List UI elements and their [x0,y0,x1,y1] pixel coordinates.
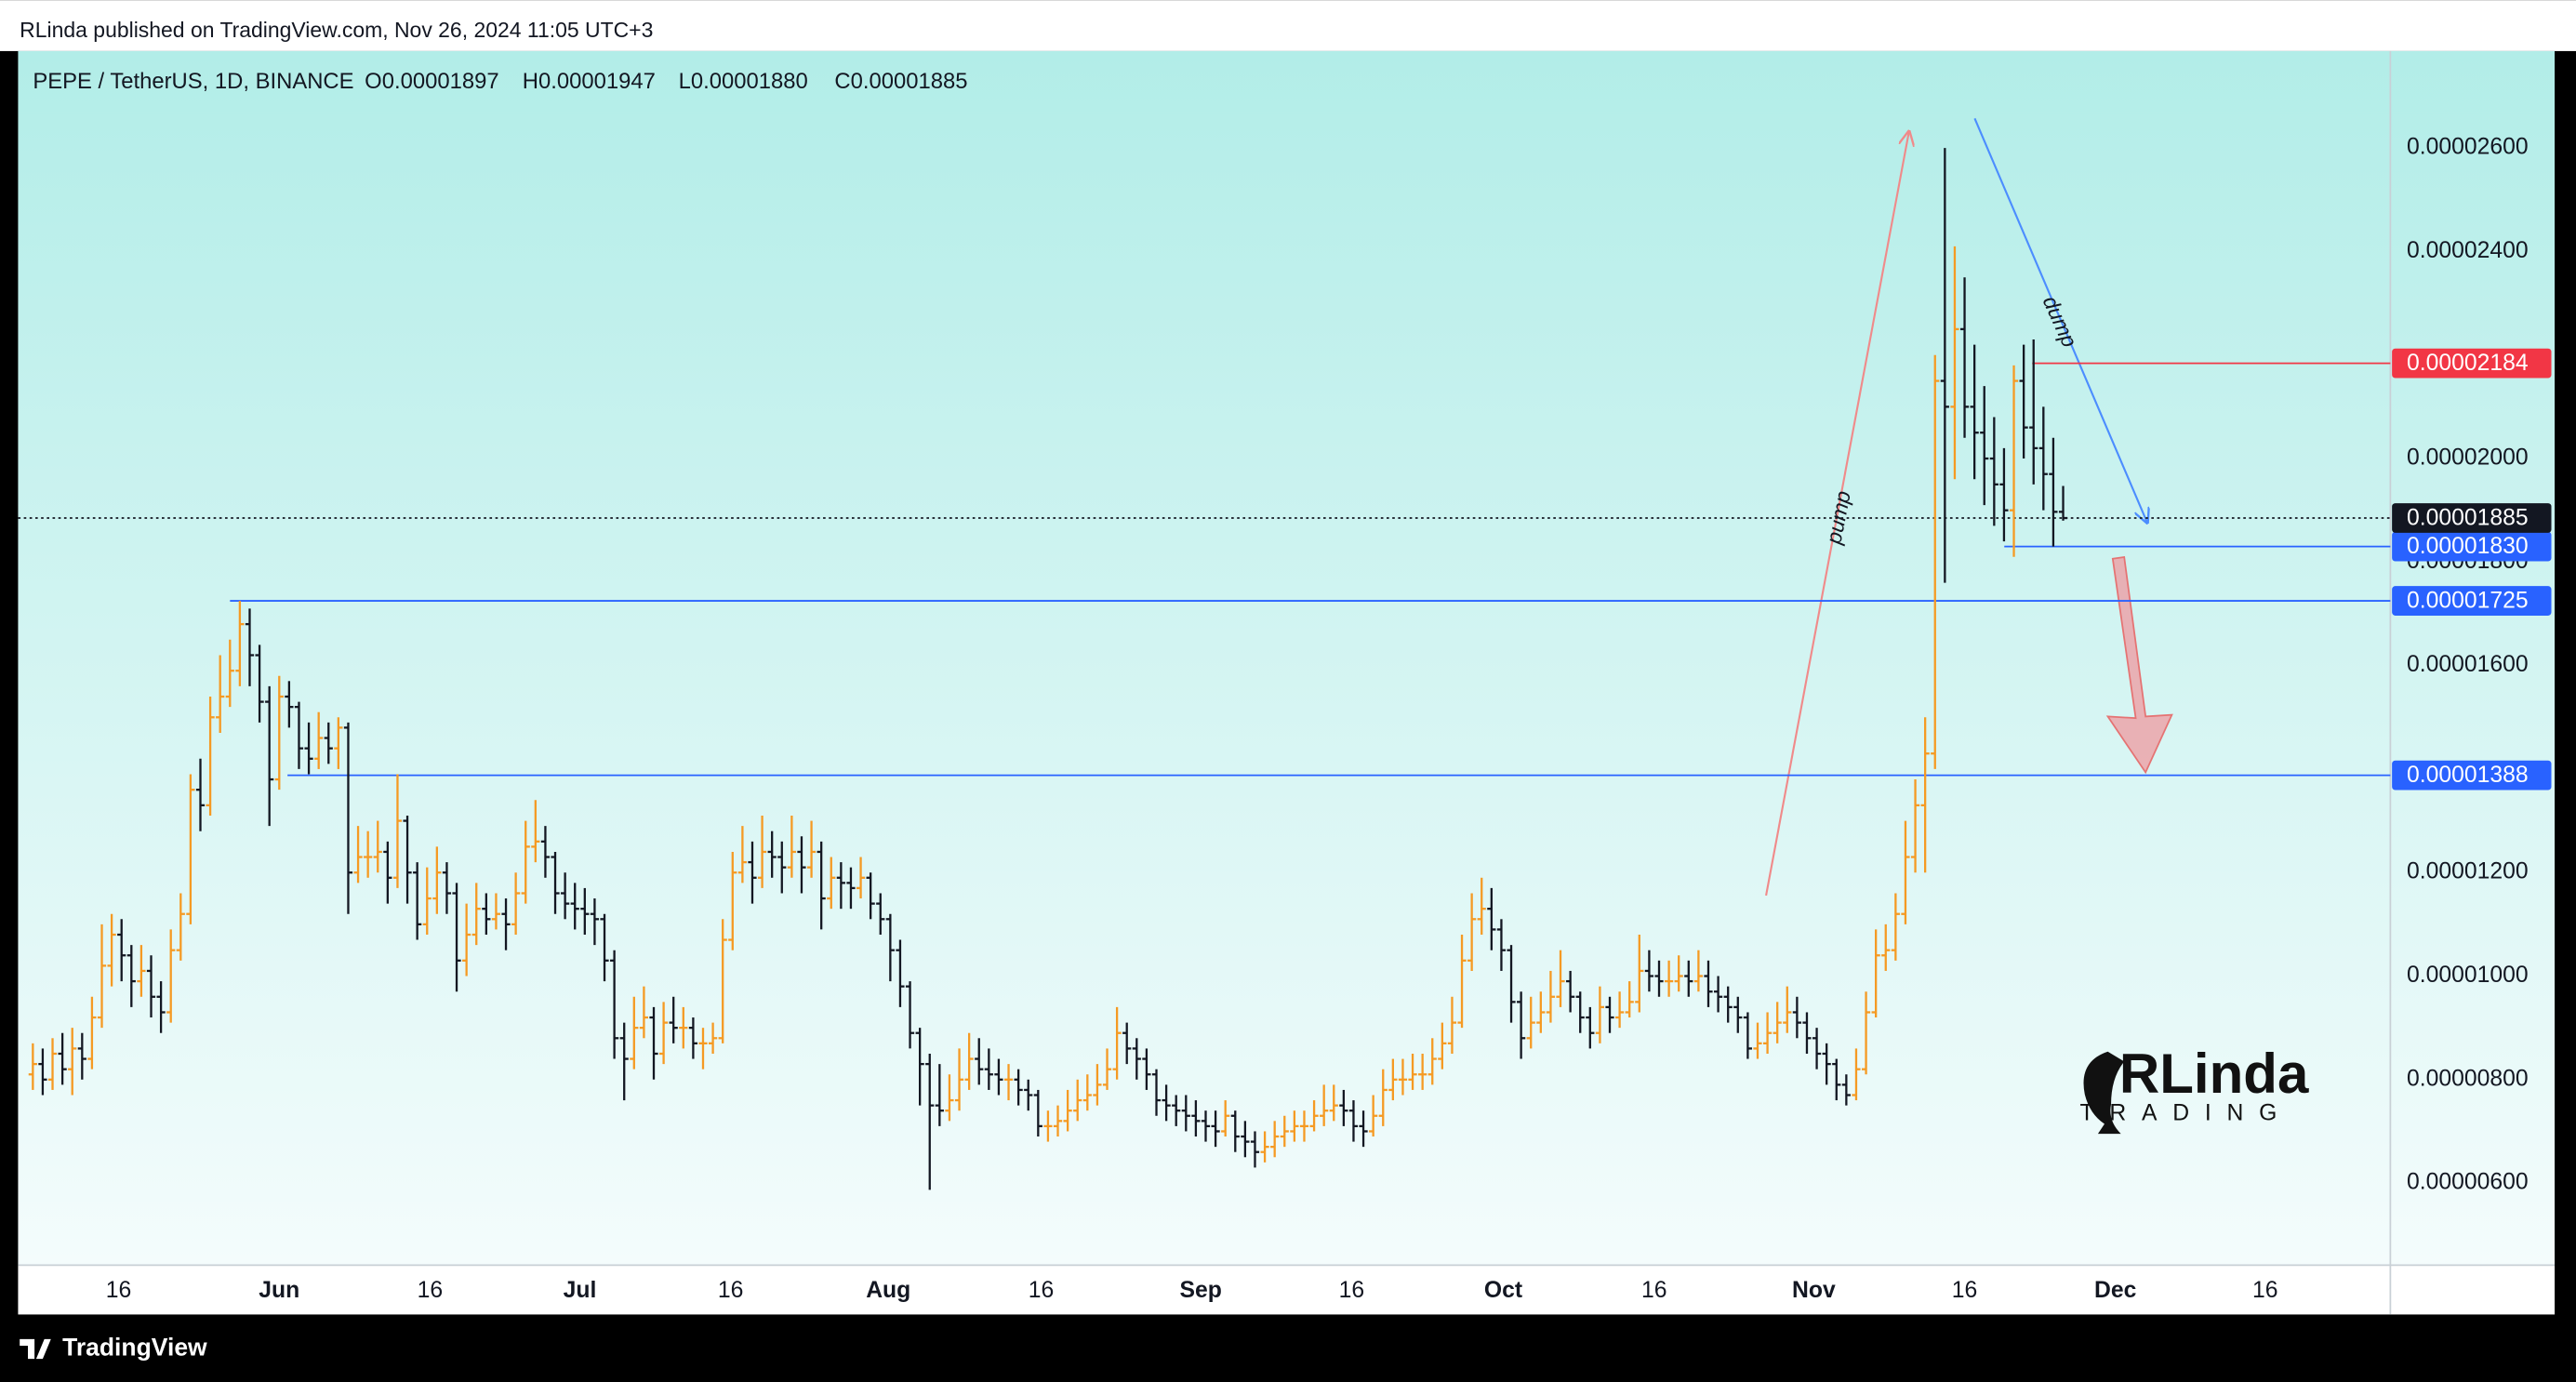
x-tick-label: 16 [1641,1278,1667,1303]
x-tick-label: Dec [2094,1278,2137,1303]
x-tick-label: 16 [2252,1278,2278,1303]
header-bar [0,0,2576,51]
level-badge [2392,348,2552,379]
level-badge-label: 0.00001388 [2407,763,2529,788]
level-badge-label: 0.00002184 [2407,351,2529,376]
watermark-brand: RLinda [2119,1043,2309,1105]
y-tick-label: 0.00001600 [2407,652,2529,677]
tv-logo [20,1338,51,1360]
y-tick-label: 0.00002000 [2407,445,2529,471]
legend-open: O0.00001897 [365,69,498,94]
bars [28,148,2068,1190]
pump-arrow [1765,131,1909,897]
watermark-sub: TRADING [2079,1100,2292,1125]
watermark-silhouette [2083,1051,2125,1135]
last-price-label: 0.00001885 [2407,505,2529,530]
x-tick-label: Sep [1180,1278,1222,1303]
last-price-badge [2392,503,2552,533]
x-tick-label: 16 [1952,1278,1978,1303]
level-badge [2392,531,2552,562]
x-tick-label: Aug [866,1278,910,1303]
x-tick-label: 16 [1339,1278,1365,1303]
axes: 0.00000600 0.00000800 0.00001000 0.00001200… [106,135,2552,1303]
level-badge [2392,586,2552,616]
legend-close: C0.00001885 [834,69,967,94]
x-tick-label: 16 [1029,1278,1055,1303]
x-tick-label: 16 [418,1278,444,1303]
dump-arrow [1973,117,2146,523]
x-tick-label: Oct [1484,1278,1522,1303]
x-tick-label: Nov [1792,1278,1836,1303]
level-badge-label: 0.00001830 [2407,534,2529,559]
y-tick-label: 0.00001200 [2407,859,2529,884]
y-tick-label: 0.00000600 [2407,1170,2529,1195]
x-tick-label: Jul [564,1278,597,1303]
y-tick-label: 0.00001000 [2407,963,2529,988]
header-text: RLinda published on TradingView.com, Nov… [20,18,653,42]
level-badge [2392,760,2552,791]
levels [18,362,2391,777]
x-tick-label: Jun [259,1278,299,1303]
x-tick-label: 16 [718,1278,743,1303]
down-arrow [2105,556,2173,775]
legend-high: H0.00001947 [523,69,656,94]
y-tick-label: 0.00002600 [2407,135,2529,160]
legend-low: L0.00001880 [679,69,808,94]
symbol-title: PEPE / TetherUS, 1D, BINANCE [33,69,353,94]
time-axis [18,1265,2556,1315]
footer-text: TradingView [62,1334,207,1362]
y-tick-label: 0.00000800 [2407,1066,2529,1091]
level-badge-label: 0.00001725 [2407,588,2529,613]
x-tick-label: 16 [106,1278,132,1303]
y-tick-label: 0.00002400 [2407,238,2529,263]
